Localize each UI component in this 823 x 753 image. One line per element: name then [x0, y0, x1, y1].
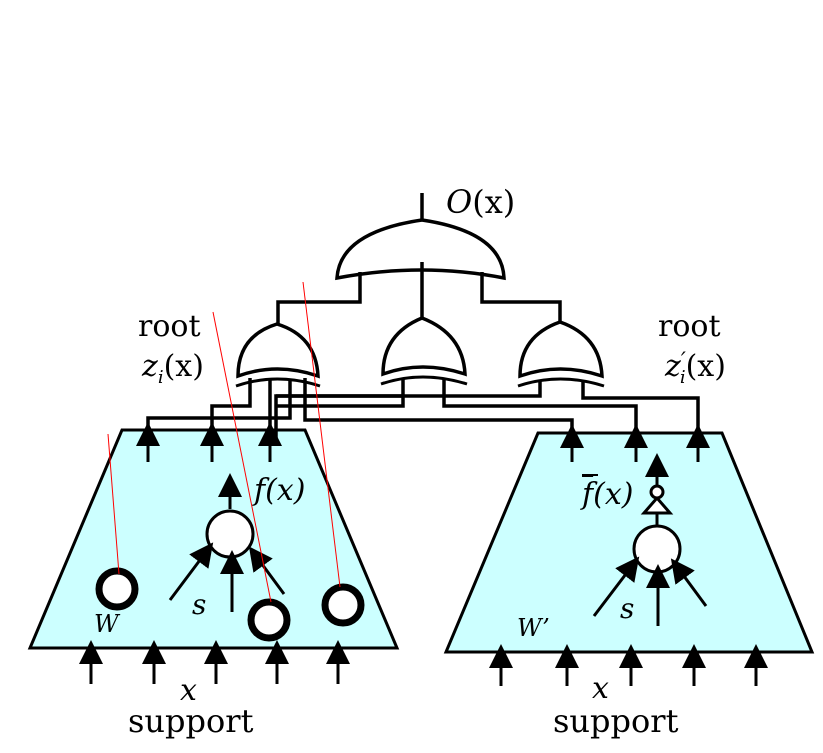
left-s-label: s	[192, 588, 206, 621]
output-arg: (x)	[472, 183, 515, 221]
right-func-arg: (x)	[593, 477, 633, 512]
left-root-label: root	[138, 309, 201, 344]
output-label: O(x)	[446, 183, 515, 221]
right-inverter-bubble	[651, 486, 663, 498]
xor-gate-right	[518, 322, 604, 386]
right-root-function: z′ i(x)	[664, 349, 726, 388]
right-root-label: root	[658, 309, 721, 344]
left-root-function: zi(x)	[141, 349, 204, 388]
right-neuron	[634, 526, 680, 572]
left-weight-circle-3	[325, 587, 361, 623]
left-weight-circle-1	[99, 571, 135, 607]
left-neuron	[207, 511, 253, 557]
left-input-arrows	[91, 652, 338, 684]
output-name: O	[446, 183, 472, 221]
xor-gate-left	[236, 324, 320, 386]
left-func-label: f(x)	[252, 473, 305, 508]
left-weight-circle-2	[251, 602, 287, 638]
right-w-label: W’	[517, 614, 550, 642]
left-w-label: W	[94, 610, 121, 638]
right-s-label: s	[620, 592, 634, 625]
right-x-label: x	[592, 671, 609, 706]
xor-gate-middle	[381, 318, 467, 384]
right-root-func: z	[664, 349, 681, 384]
left-support-label: support	[128, 702, 254, 740]
right-root-arg: (x)	[686, 349, 726, 384]
left-root-func: z	[141, 349, 158, 384]
right-input-arrows	[501, 656, 756, 686]
right-func-label: f(x)	[580, 477, 633, 512]
left-root-arg: (x)	[164, 349, 204, 384]
right-support-label: support	[553, 702, 679, 740]
